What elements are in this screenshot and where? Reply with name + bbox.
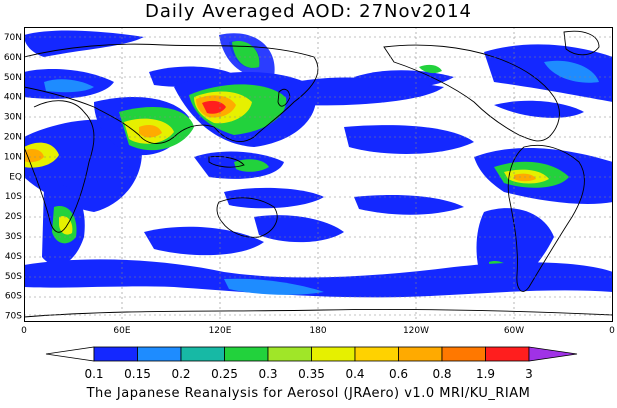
colorbar-label: 0.4 [345, 367, 364, 381]
aod-region-southern-ocean [24, 259, 613, 298]
lat-label: 10S [5, 192, 22, 202]
aod-region-south-america-core [514, 173, 536, 182]
lon-label: 60E [113, 326, 130, 336]
lat-label: 70S [5, 312, 22, 322]
aod-region-east-asia-red [202, 100, 226, 114]
aod-region-siberia-inner [232, 41, 260, 68]
map-title: Daily Averaged AOD: 27Nov2014 [145, 1, 472, 22]
colorbar-segment [398, 346, 443, 362]
colorbar-label: 0.8 [432, 367, 451, 381]
lat-label: 50S [5, 272, 22, 282]
aod-region-india-orange [139, 125, 162, 138]
lat-label: 30N [4, 113, 22, 123]
coast-greenland [563, 30, 600, 56]
colorbar-segment [137, 346, 182, 362]
colorbar-segment [441, 346, 486, 362]
lat-label: 40S [5, 252, 22, 262]
aod-region-indonesia-core [234, 159, 269, 172]
coast-eurasia [24, 43, 319, 144]
lat-label: 10N [4, 152, 22, 162]
aod-region-south-pacific [344, 125, 474, 154]
aod-region-pacific-nw-2 [354, 70, 454, 89]
colorbar-segment [267, 346, 312, 362]
lat-label: 40N [4, 93, 22, 103]
colorbar-label: 0.2 [171, 367, 190, 381]
lon-label: 0 [21, 326, 27, 336]
lat-label: 60S [5, 292, 22, 302]
colorbar-segment [93, 346, 138, 362]
colorbar-low-arrow [45, 346, 95, 362]
colorbar-label: 0.6 [389, 367, 408, 381]
colorbar-segment [224, 346, 269, 362]
aod-region-north-america-2 [494, 100, 584, 118]
lat-label: 50N [4, 73, 22, 83]
colorbar-segment [354, 346, 399, 362]
aod-field [24, 30, 613, 298]
colorbar-label: 0.3 [258, 367, 277, 381]
aod-region-south-pacific-2 [354, 195, 464, 215]
colorbar-label: 1.9 [476, 367, 495, 381]
colorbar-segment [311, 346, 356, 362]
coast-indonesia [208, 156, 245, 168]
colorbar: 0.1 0.15 0.2 0.25 0.3 0.35 0.4 0.6 0.8 1.9 3 [45, 346, 578, 381]
aod-map [24, 27, 613, 322]
colorbar-high-arrow [528, 346, 578, 362]
colorbar-labels: 0.1 0.15 0.2 0.25 0.3 0.35 0.4 0.6 0.8 1.9 3 [84, 367, 532, 381]
coast-africa [24, 100, 95, 233]
lon-label: 120W [403, 326, 429, 336]
lat-label: 20N [4, 133, 22, 143]
grid-lines [24, 27, 613, 322]
lat-label: EQ [9, 172, 22, 182]
aod-region-southern-ocean-core [224, 278, 324, 295]
colorbar-label: 0.1 [84, 367, 103, 381]
lat-label: 30S [5, 232, 22, 242]
colorbar-label: 0.35 [298, 367, 325, 381]
aod-region-europe-core [44, 79, 94, 93]
aod-region-indonesia-2 [224, 187, 324, 209]
lat-label: 20S [5, 212, 22, 222]
coast-antarctica [24, 308, 613, 318]
colorbar-segments [93, 346, 530, 362]
map-border [24, 27, 613, 322]
colorbar-label: 0.15 [124, 367, 151, 381]
lon-label: 60W [504, 326, 524, 336]
lon-label: 180 [309, 326, 326, 336]
colorbar-label: 0.25 [211, 367, 238, 381]
aod-region-north-america [484, 44, 613, 102]
aod-region-hawaii [419, 64, 442, 74]
colorbar-label: 3 [525, 367, 533, 381]
credit-text: The Japanese Reanalysis for Aerosol (JRA… [86, 386, 531, 401]
lon-axis: 0 60E 120E 180 120W 60W 0 [21, 326, 615, 336]
colorbar-segment [180, 346, 225, 362]
aod-region-south-africa-yellow [59, 216, 73, 235]
lat-label: 60N [4, 53, 22, 63]
lon-label: 0 [609, 326, 615, 336]
aod-region-south-indian [144, 226, 264, 256]
lat-label: 70N [4, 33, 22, 43]
lon-label: 120E [209, 326, 232, 336]
colorbar-segment [485, 346, 530, 362]
lat-axis: 70N 60N 50N 40N 30N 20N 10N EQ 10S 20S 30S 40S 50S 60… [4, 33, 22, 322]
